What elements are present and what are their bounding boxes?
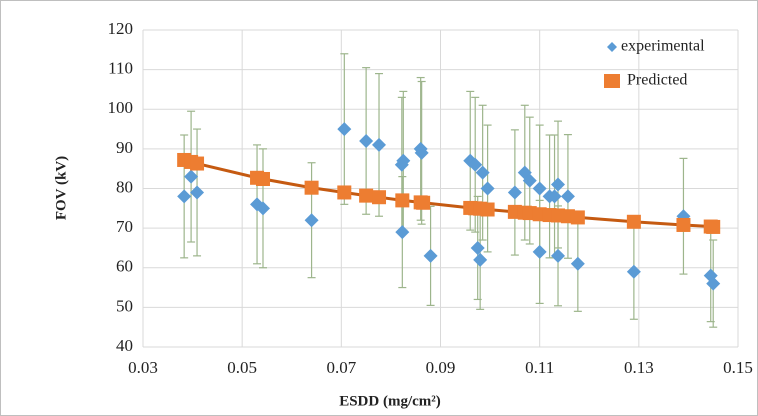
y-tick-label: 110 [108,59,133,78]
data-point [395,225,410,240]
y-tick-label: 100 [108,98,134,117]
y-tick-label: 60 [116,257,133,276]
data-point [177,189,192,204]
data-point [551,177,566,192]
data-point [255,201,270,216]
y-axis-label: FOV (kV) [53,156,69,220]
legend-marker [604,74,620,88]
data-point [396,153,411,168]
y-tick-label: 70 [116,217,133,236]
data-point [255,171,270,186]
data-point [184,169,199,184]
x-tick-label: 0.09 [426,358,456,377]
data-point [570,210,585,225]
data-point [480,202,495,217]
data-point [475,165,490,180]
data-point [507,185,522,200]
data-point [372,190,387,205]
data-point [706,276,721,291]
legend-marker [607,42,617,52]
data-point [626,264,641,279]
data-point [414,145,429,160]
data-point [337,122,352,137]
x-tick-label: 0.03 [128,358,158,377]
legend-label: experimental [621,38,705,55]
y-tick-label: 40 [116,336,133,355]
data-point [190,156,205,171]
data-point [372,137,387,152]
data-point [359,188,374,203]
y-tick-label: 50 [116,296,133,315]
y-tick-label: 80 [116,177,133,196]
data-point [468,157,483,172]
data-point [190,185,205,200]
x-tick-label: 0.13 [624,358,654,377]
data-point [473,252,488,267]
data-point [626,214,641,229]
data-point [337,185,352,200]
data-point [551,248,566,263]
data-point [423,248,438,263]
data-point [416,195,431,210]
data-point [395,193,410,208]
data-point [480,181,495,196]
data-point [547,189,562,204]
data-point [706,219,721,234]
x-tick-label: 0.05 [227,358,257,377]
data-point [560,189,575,204]
data-point [470,240,485,255]
legend-label: Predicted [627,72,687,89]
x-tick-label: 0.07 [326,358,356,377]
x-tick-label: 0.11 [525,358,554,377]
data-point [304,180,319,195]
data-point [522,173,537,188]
data-point [570,256,585,271]
data-point [676,217,691,232]
data-point [532,181,547,196]
data-point [532,244,547,259]
data-point [359,133,374,148]
y-tick-label: 90 [116,138,133,157]
x-tick-label: 0.15 [723,358,753,377]
data-point [304,213,319,228]
x-axis-label: ESDD (mg/cm²) [339,393,441,409]
y-tick-label: 120 [108,19,134,38]
